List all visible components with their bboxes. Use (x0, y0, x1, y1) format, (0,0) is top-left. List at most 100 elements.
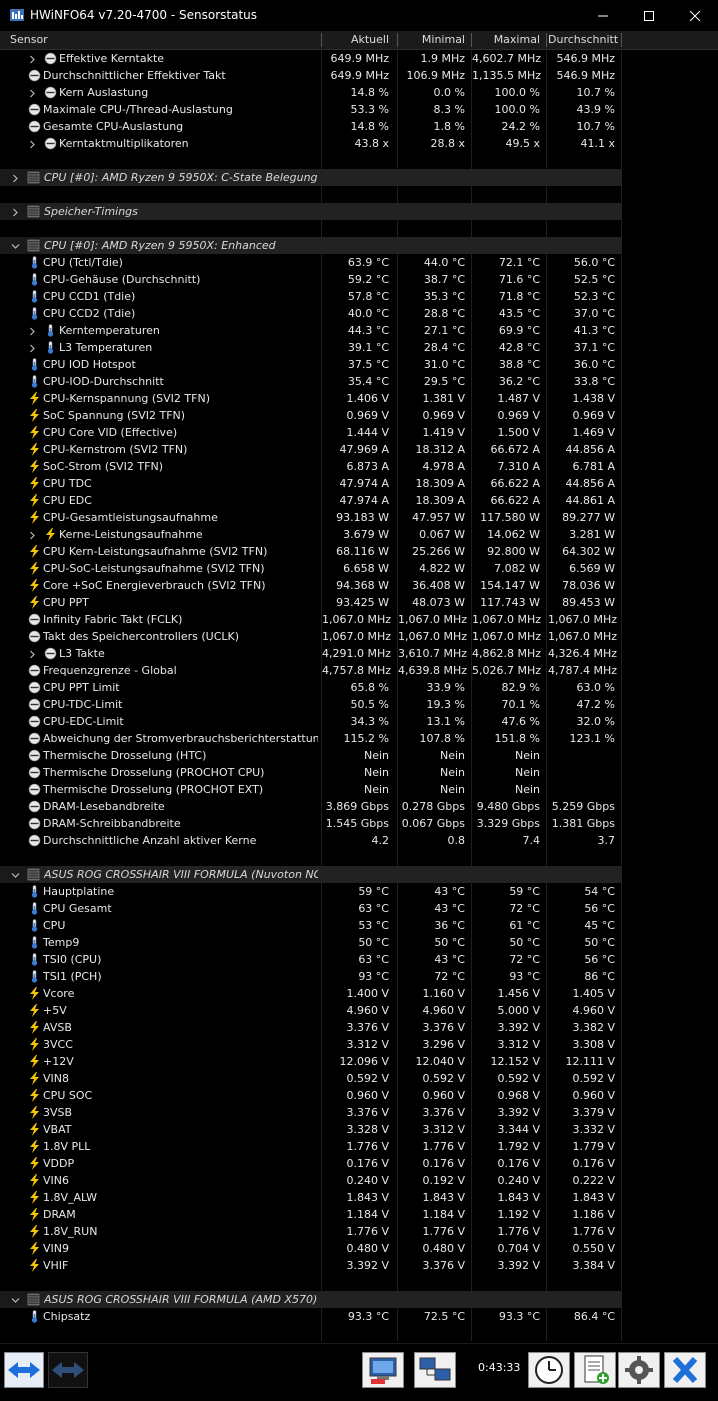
sensor-row[interactable]: CPU EDC 47.974 A 18.309 A 66.622 A 44.861 A (0, 492, 622, 509)
sensor-group-row[interactable]: ASUS ROG CROSSHAIR VIII FORMULA (Nuvoton… (0, 866, 622, 883)
sensor-row[interactable]: VBAT 3.328 V 3.312 V 3.344 V 3.332 V (0, 1121, 622, 1138)
sensor-row[interactable]: Kern Auslastung 14.8 % 0.0 % 100.0 % 10.7 % (0, 84, 622, 101)
sensor-row[interactable]: Vcore 1.400 V 1.160 V 1.456 V 1.405 V (0, 985, 622, 1002)
sensor-group-row[interactable]: ASUS ROG CROSSHAIR VIII FORMULA (AMD X57… (0, 1291, 622, 1308)
chevron-right-icon[interactable] (11, 173, 19, 183)
sensor-row[interactable]: VIN9 0.480 V 0.480 V 0.704 V 0.550 V (0, 1240, 622, 1257)
column-minimum[interactable]: Minimal (421, 33, 465, 46)
sensor-group-row[interactable]: CPU [#0]: AMD Ryzen 9 5950X: C-State Bel… (0, 169, 622, 186)
sensor-row[interactable]: VIN6 0.240 V 0.192 V 0.240 V 0.222 V (0, 1172, 622, 1189)
sensor-row[interactable]: CPU-Gehäuse (Durchschnitt) 59.2 °C 38.7 °C… (0, 271, 622, 288)
sensor-row[interactable]: +12V 12.096 V 12.040 V 12.152 V 12.111 V (0, 1053, 622, 1070)
sensor-row[interactable]: CPU IOD Hotspot 37.5 °C 31.0 °C 38.8 °C 36.0… (0, 356, 622, 373)
chevron-right-icon[interactable] (28, 326, 36, 336)
column-divider[interactable] (621, 33, 622, 47)
sensor-row[interactable]: Maximale CPU-/Thread-Auslastung 53.3 % 8.3… (0, 101, 622, 118)
nav-arrows-disabled-button[interactable] (48, 1352, 88, 1388)
settings-button[interactable] (618, 1352, 660, 1388)
sensor-row[interactable]: Kerne-Leistungsaufnahme 3.679 W 0.067 W 14.… (0, 526, 622, 543)
sensor-row[interactable]: Durchschnittliche Anzahl aktiver Kerne 4.… (0, 832, 622, 849)
close-window-button[interactable] (672, 0, 718, 31)
sensor-row[interactable]: 1.8V PLL 1.776 V 1.776 V 1.792 V 1.779 V (0, 1138, 622, 1155)
sensor-row[interactable]: L3 Temperaturen 39.1 °C 28.4 °C 42.8 °C 37.1… (0, 339, 622, 356)
sensor-list[interactable]: Effektive Kerntakte 649.9 MHz 1.9 MHz 4,602… (0, 50, 622, 1341)
sensor-row[interactable]: CPU Core VID (Effective) 1.444 V 1.419 V 1.… (0, 424, 622, 441)
sensor-row[interactable]: CPU CCD1 (Tdie) 57.8 °C 35.3 °C 71.8 °C 52.3… (0, 288, 622, 305)
sensor-row[interactable]: Chipsatz 93.3 °C 72.5 °C 93.3 °C 86.4 °C (0, 1308, 622, 1325)
chevron-right-icon[interactable] (28, 343, 36, 353)
sensor-row[interactable]: Infinity Fabric Takt (FCLK) 1,067.0 MHz 1,… (0, 611, 622, 628)
sensor-row[interactable]: Frequenzgrenze - Global 4,757.8 MHz 4,639.… (0, 662, 622, 679)
sensor-row[interactable]: CPU-IOD-Durchschnitt 35.4 °C 29.5 °C 36.2 °… (0, 373, 622, 390)
sensor-row[interactable]: Durchschnittlicher Effektiver Takt 649.9 … (0, 67, 622, 84)
sensor-row[interactable]: VDDP 0.176 V 0.176 V 0.176 V 0.176 V (0, 1155, 622, 1172)
sensor-row[interactable]: 1.8V_RUN 1.776 V 1.776 V 1.776 V 1.776 V (0, 1223, 622, 1240)
sensor-row[interactable]: CPU SOC 0.960 V 0.960 V 0.968 V 0.960 V (0, 1087, 622, 1104)
minimize-button[interactable] (580, 0, 626, 31)
network-button[interactable] (414, 1352, 456, 1388)
sensor-row[interactable]: SoC-Strom (SVI2 TFN) 6.873 A 4.978 A 7.310 … (0, 458, 622, 475)
chevron-down-icon[interactable] (11, 241, 20, 250)
sensor-row[interactable]: TSI1 (PCH) 93 °C 72 °C 93 °C 86 °C (0, 968, 622, 985)
sensor-row[interactable]: CPU-Kernspannung (SVI2 TFN) 1.406 V 1.381 … (0, 390, 622, 407)
column-divider[interactable] (546, 33, 547, 47)
sensor-row[interactable]: Takt des Speichercontrollers (UCLK) 1,067… (0, 628, 622, 645)
sensor-row[interactable]: 1.8V_ALW 1.843 V 1.843 V 1.843 V 1.843 V (0, 1189, 622, 1206)
sensor-row[interactable]: Thermische Drosselung (PROCHOT EXT) Nein N… (0, 781, 622, 798)
sensor-row[interactable]: L3 Takte 4,291.0 MHz 3,610.7 MHz 4,862.8 MH… (0, 645, 622, 662)
sensor-row[interactable]: Abweichung der Stromverbrauchsberichters… (0, 730, 622, 747)
chevron-right-icon[interactable] (28, 139, 36, 149)
sensor-row[interactable]: CPU PPT Limit 65.8 % 33.9 % 82.9 % 63.0 % (0, 679, 622, 696)
sensor-row[interactable]: Gesamte CPU-Auslastung 14.8 % 1.8 % 24.2 % 1… (0, 118, 622, 135)
add-log-button[interactable] (574, 1352, 616, 1388)
vertical-scrollbar[interactable] (704, 50, 718, 1341)
column-average[interactable]: Durchschnitt (548, 33, 619, 46)
report-button[interactable] (362, 1352, 404, 1388)
sensor-row[interactable]: Kerntaktmultiplikatoren 43.8 x 28.8 x 49.5 … (0, 135, 622, 152)
sensor-row[interactable]: CPU TDC 47.974 A 18.309 A 66.622 A 44.856 A (0, 475, 622, 492)
sensor-row[interactable]: AVSB 3.376 V 3.376 V 3.392 V 3.382 V (0, 1019, 622, 1036)
sensor-row[interactable]: Thermische Drosselung (HTC) Nein Nein Nein (0, 747, 622, 764)
sensor-row[interactable]: Thermische Drosselung (PROCHOT CPU) Nein N… (0, 764, 622, 781)
sensor-row[interactable]: CPU CCD2 (Tdie) 40.0 °C 28.8 °C 43.5 °C 37.0… (0, 305, 622, 322)
sensor-row[interactable]: CPU Kern-Leistungsaufnahme (SVI2 TFN) 68.… (0, 543, 622, 560)
sensor-row[interactable]: VHIF 3.392 V 3.376 V 3.392 V 3.384 V (0, 1257, 622, 1274)
sensor-row[interactable]: CPU PPT 93.425 W 48.073 W 117.743 W 89.453 W (0, 594, 622, 611)
chevron-right-icon[interactable] (28, 88, 36, 98)
sensor-row[interactable]: CPU-SoC-Leistungsaufnahme (SVI2 TFN) 6.65… (0, 560, 622, 577)
chevron-down-icon[interactable] (11, 870, 20, 879)
sensor-row[interactable]: VIN8 0.592 V 0.592 V 0.592 V 0.592 V (0, 1070, 622, 1087)
sensor-row[interactable]: CPU-Gesamtleistungsaufnahme 93.183 W 47.95… (0, 509, 622, 526)
close-button[interactable] (664, 1352, 706, 1388)
sensor-row[interactable]: 3VCC 3.312 V 3.296 V 3.312 V 3.308 V (0, 1036, 622, 1053)
column-maximum[interactable]: Maximal (493, 33, 540, 46)
sensor-row[interactable]: CPU-EDC-Limit 34.3 % 13.1 % 47.6 % 32.0 % (0, 713, 622, 730)
column-current[interactable]: Aktuell (350, 33, 389, 46)
sensor-row[interactable]: CPU-Kernstrom (SVI2 TFN) 47.969 A 18.312 A… (0, 441, 622, 458)
column-divider[interactable] (397, 33, 398, 47)
chevron-down-icon[interactable] (11, 1295, 20, 1304)
sensor-row[interactable]: +5V 4.960 V 4.960 V 5.000 V 4.960 V (0, 1002, 622, 1019)
column-divider[interactable] (471, 33, 472, 47)
sensor-row[interactable]: 3VSB 3.376 V 3.376 V 3.392 V 3.379 V (0, 1104, 622, 1121)
sensor-row[interactable]: DRAM-Lesebandbreite 3.869 Gbps 0.278 Gbps 9… (0, 798, 622, 815)
chevron-right-icon[interactable] (28, 54, 36, 64)
sensor-row[interactable]: Core +SoC Energieverbrauch (SVI2 TFN) 94.… (0, 577, 622, 594)
sensor-row[interactable]: DRAM 1.184 V 1.184 V 1.192 V 1.186 V (0, 1206, 622, 1223)
column-divider[interactable] (321, 33, 322, 47)
sensor-row[interactable]: Effektive Kerntakte 649.9 MHz 1.9 MHz 4,602… (0, 50, 622, 67)
sensor-row[interactable]: Kerntemperaturen 44.3 °C 27.1 °C 69.9 °C 41.… (0, 322, 622, 339)
sensor-row[interactable]: TSI0 (CPU) 63 °C 43 °C 72 °C 56 °C (0, 951, 622, 968)
sensor-row[interactable]: DRAM-Schreibbandbreite 1.545 Gbps 0.067 Gb… (0, 815, 622, 832)
sensor-row[interactable]: CPU (Tctl/Tdie) 63.9 °C 44.0 °C 72.1 °C 56.0… (0, 254, 622, 271)
sensor-row[interactable]: CPU-TDC-Limit 50.5 % 19.3 % 70.1 % 47.2 % (0, 696, 622, 713)
sensor-row[interactable]: CPU Gesamt 63 °C 43 °C 72 °C 56 °C (0, 900, 622, 917)
sensor-group-row[interactable]: CPU [#0]: AMD Ryzen 9 5950X: Enhanced (0, 237, 622, 254)
chevron-right-icon[interactable] (11, 207, 19, 217)
chevron-right-icon[interactable] (28, 530, 36, 540)
maximize-button[interactable] (626, 0, 672, 31)
column-sensor[interactable]: Sensor (10, 33, 48, 46)
chevron-right-icon[interactable] (28, 649, 36, 659)
sensor-row[interactable]: CPU 53 °C 36 °C 61 °C 45 °C (0, 917, 622, 934)
clock-button[interactable] (528, 1352, 570, 1388)
